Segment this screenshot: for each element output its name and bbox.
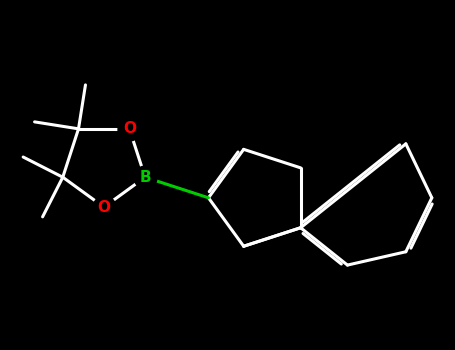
Text: O: O: [123, 121, 136, 136]
Text: B: B: [139, 170, 151, 185]
Text: O: O: [97, 199, 111, 215]
